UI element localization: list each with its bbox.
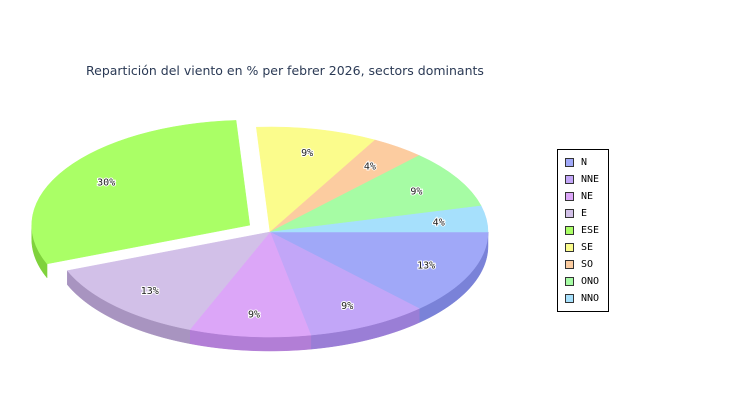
legend-swatch <box>565 294 574 303</box>
slice-label-nno: 4% <box>433 218 445 229</box>
pie-slice-n <box>269 231 489 309</box>
legend-item-e: E <box>558 205 608 222</box>
slice-label-ne: 9% <box>248 310 260 321</box>
legend-item-nno: NNO <box>558 290 608 307</box>
legend-swatch <box>565 209 574 218</box>
slice-label-ono: 9% <box>410 186 422 197</box>
legend-label: SO <box>581 259 594 270</box>
legend-item-n: N <box>558 154 608 171</box>
legend-item-ne: NE <box>558 188 608 205</box>
pie-slice-ono <box>269 155 482 233</box>
legend-swatch <box>565 175 574 184</box>
legend-item-ono: ONO <box>558 273 608 290</box>
legend-label: SE <box>581 242 594 253</box>
legend-label: NNO <box>581 293 600 304</box>
pie-slice-ese <box>31 120 251 265</box>
legend-item-so: SO <box>558 256 608 273</box>
legend-swatch <box>565 243 574 252</box>
legend-swatch <box>565 192 574 201</box>
pie-slice-e <box>66 231 271 330</box>
chart-legend: N NNE NE E ESE SE SO ONO NNO <box>557 149 609 312</box>
legend-swatch <box>565 158 574 167</box>
slice-label-nne: 9% <box>341 301 353 312</box>
legend-item-ese: ESE <box>558 222 608 239</box>
legend-swatch <box>565 226 574 235</box>
legend-label: NE <box>581 191 594 202</box>
slice-label-se: 9% <box>301 148 313 159</box>
slice-label-n: 13% <box>417 261 435 272</box>
chart-title: Repartición del viento en % per febrer 2… <box>86 63 484 78</box>
legend-label: N <box>581 157 588 168</box>
pie-slice-ne <box>189 231 312 338</box>
legend-label: E <box>581 208 588 219</box>
legend-item-nne: NNE <box>558 171 608 188</box>
slice-label-ese: 30% <box>97 177 115 188</box>
legend-label: ESE <box>581 225 600 236</box>
pie-slice-nne <box>269 231 420 336</box>
pie-slice-nno <box>269 205 489 233</box>
legend-swatch <box>565 260 574 269</box>
pie-slice-se <box>256 126 376 233</box>
slice-label-e: 13% <box>141 286 159 297</box>
slice-label-so: 4% <box>364 162 376 173</box>
legend-label: NNE <box>581 174 600 185</box>
legend-item-se: SE <box>558 239 608 256</box>
legend-swatch <box>565 277 574 286</box>
legend-label: ONO <box>581 276 600 287</box>
